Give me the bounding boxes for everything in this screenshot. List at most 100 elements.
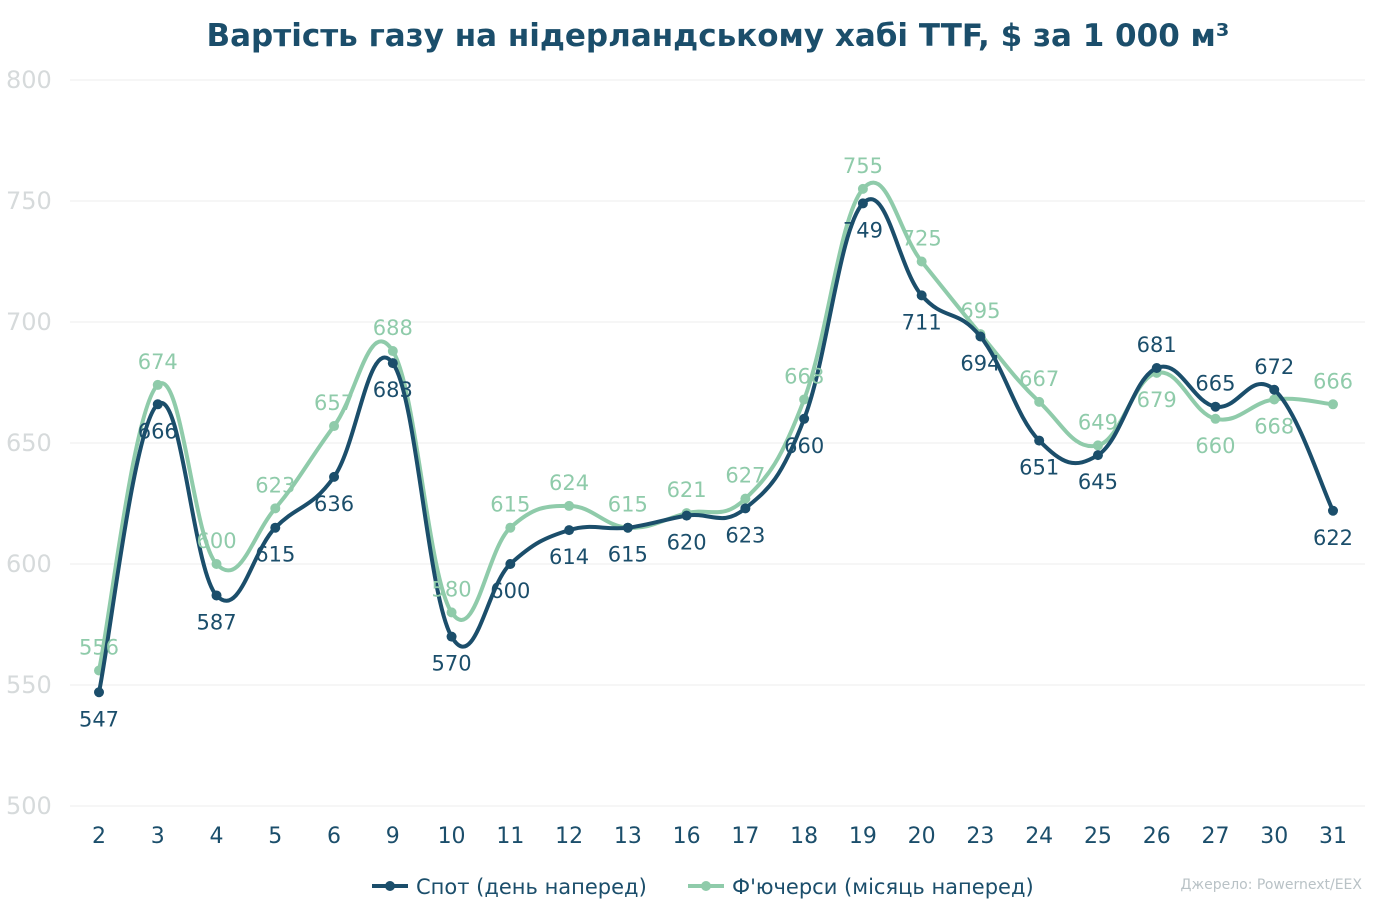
data-point-1 <box>1210 413 1221 424</box>
data-point-0 <box>387 358 398 369</box>
data-point-0 <box>740 503 751 514</box>
data-label-futures: 624 <box>549 471 589 495</box>
x-tick-label: 20 <box>908 824 936 849</box>
data-label-futures: 627 <box>725 464 765 488</box>
data-label-futures: 725 <box>902 227 942 251</box>
legend: Спот (день наперед) Ф'ючерси (місяць напе… <box>372 875 1034 899</box>
data-point-0 <box>1269 384 1280 395</box>
data-point-0 <box>446 631 457 642</box>
data-label-futures: 667 <box>1019 367 1059 391</box>
data-label-futures: 674 <box>138 350 178 374</box>
data-point-1 <box>1269 394 1280 405</box>
gridlines <box>70 79 1365 807</box>
data-point-1 <box>446 607 457 618</box>
x-axis: 2 3 4 5 6 9 10 11 12 13 16 17 18 19 20 23 24 25 26 27 30 31 <box>92 824 1347 849</box>
data-point-0 <box>622 522 633 533</box>
data-label-spot: 683 <box>373 378 413 402</box>
data-point-1 <box>1328 399 1338 410</box>
x-tick-label: 26 <box>1143 824 1171 849</box>
legend-label: Спот (день наперед) <box>416 875 647 899</box>
data-label-spot: 660 <box>784 434 824 458</box>
x-tick-label: 11 <box>496 824 524 849</box>
legend-label: Ф'ючерси (місяць наперед) <box>732 875 1034 899</box>
data-point-0 <box>1210 401 1221 412</box>
data-label-spot: 600 <box>490 579 530 603</box>
data-point-0 <box>152 399 163 410</box>
x-tick-label: 2 <box>92 824 106 849</box>
data-point-0 <box>681 510 692 521</box>
y-tick-label: 600 <box>6 550 52 578</box>
x-tick-label: 12 <box>555 824 583 849</box>
x-tick-label: 4 <box>210 824 224 849</box>
data-label-spot: 614 <box>549 545 589 569</box>
series-line-1 <box>97 180 1334 671</box>
legend-swatch-marker <box>385 881 395 891</box>
legend-swatch-marker <box>701 881 711 891</box>
series-group <box>94 180 1338 698</box>
data-label-spot: 666 <box>138 419 178 443</box>
data-point-0 <box>1034 435 1045 446</box>
x-tick-label: 5 <box>268 824 282 849</box>
data-label-futures: 615 <box>608 493 648 517</box>
y-tick-label: 750 <box>6 187 52 215</box>
data-point-1 <box>152 379 163 390</box>
series-line-0 <box>97 197 1335 693</box>
data-point-1 <box>1092 440 1103 451</box>
data-label-spot: 587 <box>196 610 236 634</box>
x-tick-label: 23 <box>966 824 994 849</box>
x-tick-label: 19 <box>849 824 877 849</box>
data-point-0 <box>916 290 927 301</box>
x-tick-label: 13 <box>614 824 642 849</box>
x-tick-label: 6 <box>327 824 341 849</box>
data-label-spot: 622 <box>1313 526 1353 550</box>
source-note: Джерело: Powernext/EEX <box>1181 877 1363 893</box>
data-label-futures: 580 <box>432 577 472 601</box>
y-tick-label: 700 <box>6 308 52 336</box>
data-point-0 <box>799 413 810 424</box>
data-point-0 <box>270 522 281 533</box>
data-label-spot: 711 <box>902 310 942 334</box>
data-label-spot: 636 <box>314 492 354 516</box>
data-label-spot: 672 <box>1254 355 1294 379</box>
y-axis: 500 550 600 650 700 750 800 <box>6 66 52 820</box>
data-point-1 <box>211 559 222 569</box>
data-point-1 <box>916 256 927 267</box>
data-point-1 <box>387 346 398 357</box>
data-point-0 <box>564 525 575 536</box>
data-point-0 <box>857 198 868 209</box>
data-label-futures: 695 <box>960 299 1000 323</box>
data-label-spot: 570 <box>432 652 472 676</box>
data-label-futures: 615 <box>490 493 530 517</box>
data-point-1 <box>799 394 810 405</box>
x-tick-label: 17 <box>731 824 759 849</box>
data-point-0 <box>211 590 222 601</box>
data-label-futures: 649 <box>1078 410 1118 434</box>
y-tick-label: 550 <box>6 671 52 699</box>
data-label-futures: 657 <box>314 391 354 415</box>
data-point-0 <box>1151 362 1162 373</box>
data-label-futures: 556 <box>79 635 119 659</box>
data-point-1 <box>270 503 281 514</box>
data-point-1 <box>329 421 340 432</box>
data-point-1 <box>1034 396 1045 407</box>
data-label-spot: 547 <box>79 707 119 731</box>
x-tick-label: 27 <box>1201 824 1229 849</box>
data-label-futures: 621 <box>667 478 707 502</box>
y-tick-label: 650 <box>6 429 52 457</box>
data-label-futures: 600 <box>196 529 236 553</box>
data-label-futures: 679 <box>1137 388 1177 412</box>
data-point-0 <box>329 471 340 482</box>
data-point-0 <box>1328 505 1338 516</box>
data-label-spot: 615 <box>255 543 295 567</box>
data-point-1 <box>505 522 516 533</box>
data-labels: 547 556 666 674 587 600 615 623 636 657 683 688 570 5… <box>79 154 1353 731</box>
data-label-spot: 623 <box>725 523 765 547</box>
data-label-spot: 665 <box>1195 372 1235 396</box>
data-point-0 <box>1092 450 1103 461</box>
data-label-futures: 623 <box>255 473 295 497</box>
data-label-spot: 620 <box>667 531 707 555</box>
data-label-futures: 668 <box>784 364 824 388</box>
data-point-0 <box>94 687 104 698</box>
x-tick-label: 31 <box>1319 824 1347 849</box>
